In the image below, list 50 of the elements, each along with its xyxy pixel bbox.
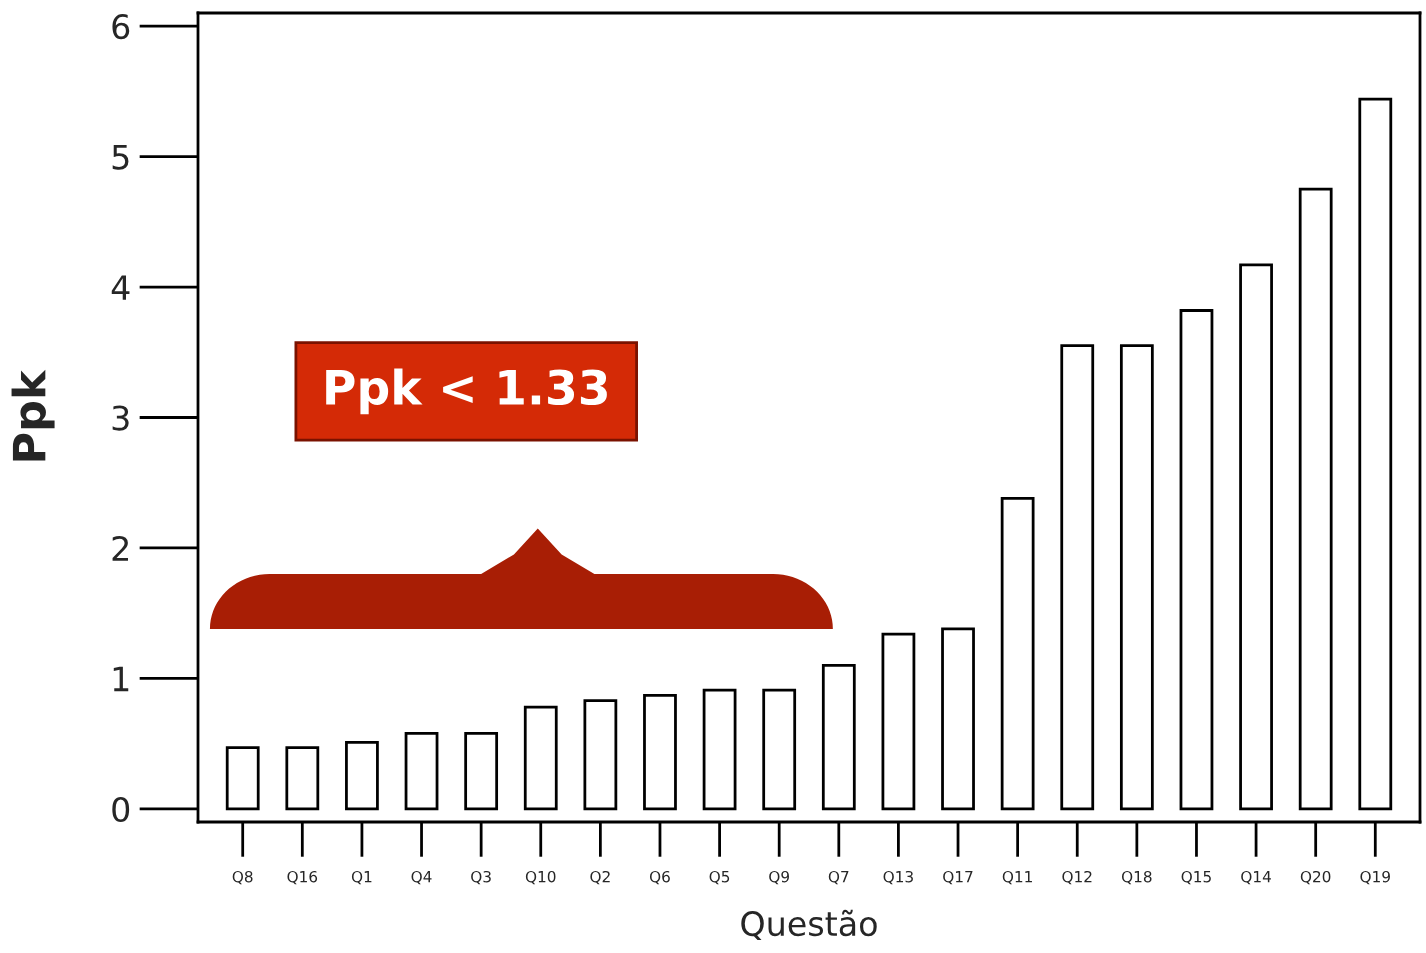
x-tick-label: Q6	[649, 870, 670, 885]
bar	[1060, 344, 1095, 811]
y-tick-label: 4	[111, 275, 130, 300]
bar	[225, 746, 260, 811]
bar	[1298, 187, 1333, 811]
y-tick-label: 0	[112, 796, 130, 823]
x-tick-label: Q18	[1121, 870, 1152, 885]
y-tick-label: 3	[112, 405, 129, 431]
x-tick-label: Q2	[590, 870, 610, 885]
x-tick-label: Q9	[769, 870, 789, 885]
y-tick-label: 2	[112, 535, 128, 561]
bar	[464, 731, 499, 811]
bar	[821, 664, 856, 811]
bar	[881, 632, 916, 811]
bar	[1119, 344, 1154, 811]
x-tick-label: Q19	[1360, 870, 1390, 885]
x-tick-label: Q12	[1062, 870, 1092, 885]
x-axis-title: Questão	[741, 909, 877, 941]
bar	[1000, 497, 1035, 811]
bar	[762, 688, 797, 811]
bar	[583, 699, 618, 811]
x-tick-label: Q10	[525, 870, 556, 885]
x-tick-label: Q11	[1002, 870, 1032, 885]
annotation: Ppk < 1.33	[326, 368, 607, 415]
bar	[404, 731, 439, 811]
x-tick-label: Q3	[471, 870, 491, 885]
y-axis-title: Ppk	[11, 369, 55, 461]
x-tick-label: Q20	[1300, 870, 1331, 885]
bar	[523, 705, 558, 811]
bar	[1179, 309, 1214, 811]
x-tick-label: Q14	[1241, 870, 1271, 885]
y-tick-label: 5	[112, 144, 129, 170]
x-tick-label: Q8	[232, 870, 253, 885]
bar	[702, 688, 737, 811]
x-tick-label: Q13	[883, 870, 913, 885]
x-tick-label: Q5	[709, 870, 730, 885]
bar	[285, 746, 320, 811]
bar	[345, 741, 379, 811]
bar	[643, 694, 677, 811]
bar	[1358, 97, 1393, 811]
x-tick-label: Q1	[351, 870, 372, 885]
bar	[1239, 263, 1273, 811]
x-tick-label: Q16	[287, 870, 318, 885]
x-tick-label: Q17	[943, 870, 973, 885]
x-tick-label: Q4	[411, 870, 432, 885]
x-tick-label: Q15	[1181, 870, 1211, 885]
x-tick-label: Q7	[828, 870, 849, 885]
y-tick-label: 6	[112, 13, 130, 40]
bar	[941, 627, 975, 811]
y-tick-label: 1	[113, 666, 129, 692]
